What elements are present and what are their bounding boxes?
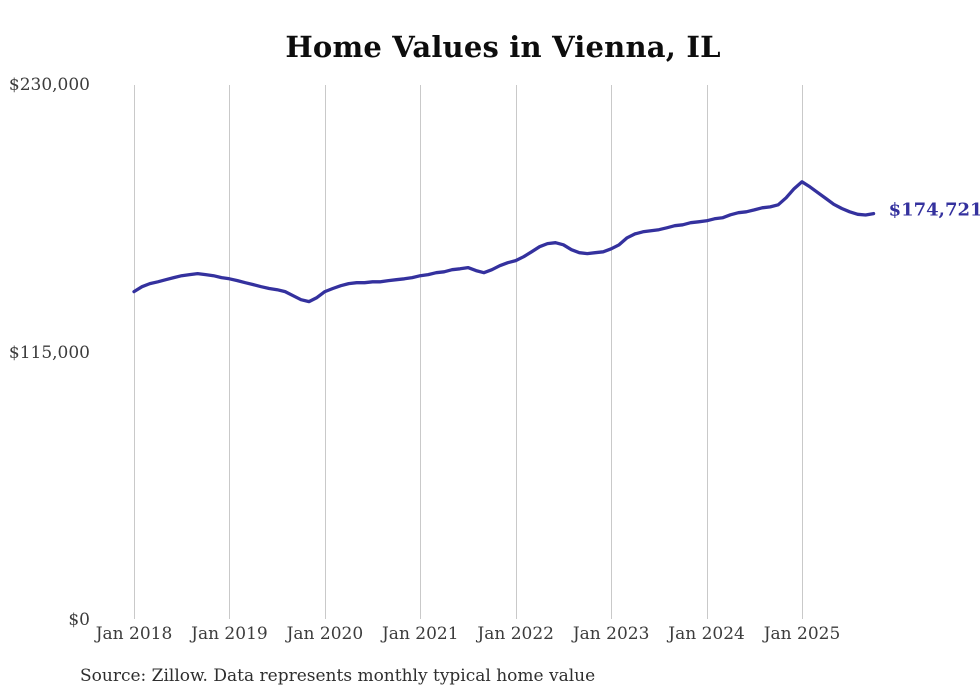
x-tick-label-jan-2025: Jan 2025	[763, 624, 841, 644]
latest-value-label: $174,721	[888, 199, 980, 221]
y-tick-label-0: $0	[68, 610, 90, 630]
source-note: Source: Zillow. Data represents monthly …	[80, 666, 596, 686]
gridlines	[134, 85, 803, 619]
x-tick-label-jan-2018: Jan 2018	[95, 624, 173, 644]
home-value-series-line	[132, 180, 876, 304]
x-tick-label-jan-2022: Jan 2022	[477, 624, 555, 644]
x-tick-label-jan-2020: Jan 2020	[286, 624, 364, 644]
x-tick-label-jan-2023: Jan 2023	[572, 624, 650, 644]
x-tick-label-jan-2019: Jan 2019	[191, 624, 268, 644]
x-tick-label-jan-2024: Jan 2024	[668, 624, 745, 644]
x-tick-label-jan-2021: Jan 2021	[381, 624, 459, 644]
y-tick-label-115000: $115,000	[8, 342, 90, 363]
y-tick-label-230000: $230,000	[8, 75, 90, 95]
chart-title: Home Values in Vienna, IL	[285, 30, 721, 64]
